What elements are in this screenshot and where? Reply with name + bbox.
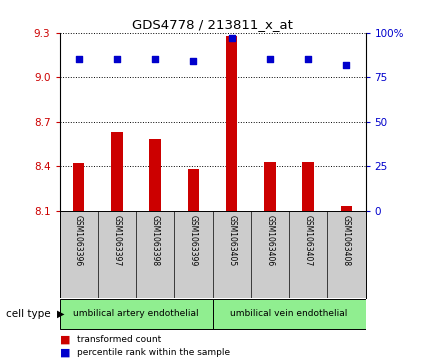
Bar <box>226 36 237 211</box>
Text: umbilical vein endothelial: umbilical vein endothelial <box>230 310 348 318</box>
Point <box>228 35 235 41</box>
Bar <box>264 162 275 211</box>
Text: transformed count: transformed count <box>76 335 161 344</box>
Bar <box>302 162 314 211</box>
Point <box>152 56 159 62</box>
Text: GSM1063398: GSM1063398 <box>150 215 160 266</box>
Text: GSM1063397: GSM1063397 <box>112 215 122 266</box>
Text: ■: ■ <box>60 334 70 344</box>
Text: GSM1063407: GSM1063407 <box>303 215 313 266</box>
Point <box>266 56 273 62</box>
Point <box>190 58 197 64</box>
Text: percentile rank within the sample: percentile rank within the sample <box>76 348 230 357</box>
Bar <box>149 139 161 211</box>
Bar <box>60 299 212 329</box>
Text: GSM1063405: GSM1063405 <box>227 215 236 266</box>
Bar <box>187 169 199 211</box>
Text: GSM1063408: GSM1063408 <box>342 215 351 266</box>
Text: GSM1063399: GSM1063399 <box>189 215 198 266</box>
Bar <box>212 299 366 329</box>
Text: ▶: ▶ <box>57 309 65 319</box>
Point <box>75 56 82 62</box>
Text: cell type: cell type <box>6 309 51 319</box>
Point <box>305 56 312 62</box>
Text: umbilical artery endothelial: umbilical artery endothelial <box>73 310 199 318</box>
Text: GSM1063396: GSM1063396 <box>74 215 83 266</box>
Text: GSM1063406: GSM1063406 <box>265 215 275 266</box>
Text: ■: ■ <box>60 348 70 358</box>
Title: GDS4778 / 213811_x_at: GDS4778 / 213811_x_at <box>132 19 293 32</box>
Point <box>343 62 350 68</box>
Bar <box>340 206 352 211</box>
Bar <box>111 132 122 211</box>
Bar <box>73 163 84 211</box>
Point <box>113 56 120 62</box>
